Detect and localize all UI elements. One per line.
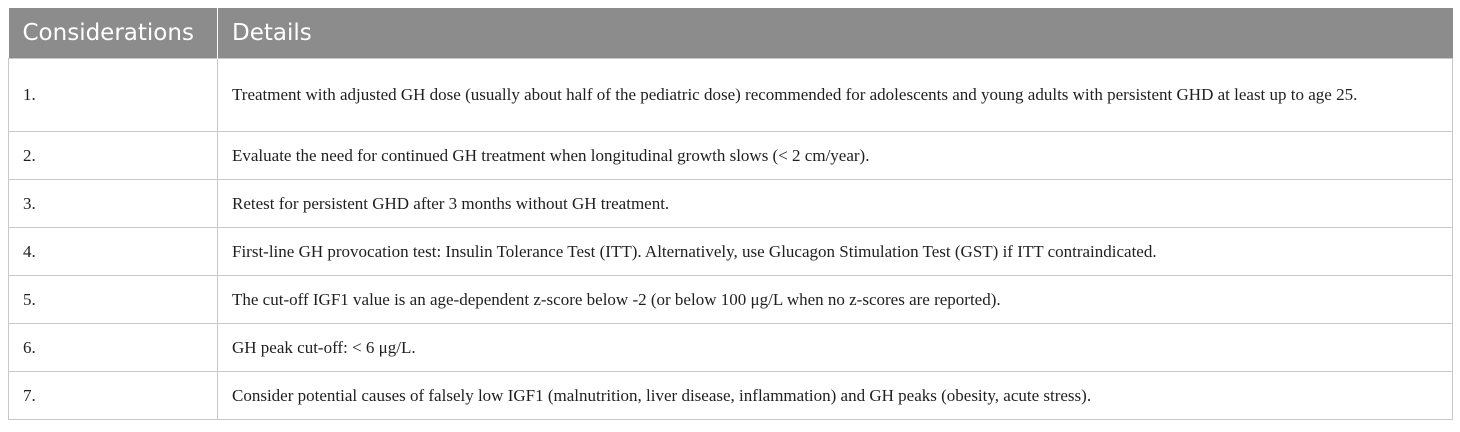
table-row: 4. First-line GH provocation test: Insul… bbox=[8, 226, 1453, 276]
row-number: 3. bbox=[8, 178, 218, 228]
row-detail: GH peak cut-off: < 6 μg/L. bbox=[217, 322, 1453, 372]
table-row: 6. GH peak cut-off: < 6 μg/L. bbox=[8, 322, 1453, 372]
table-row: 1. Treatment with adjusted GH dose (usua… bbox=[8, 57, 1453, 132]
row-detail: The cut-off IGF1 value is an age-depende… bbox=[217, 274, 1453, 324]
row-detail: Treatment with adjusted GH dose (usually… bbox=[217, 57, 1453, 132]
row-detail: Evaluate the need for continued GH treat… bbox=[217, 130, 1453, 180]
column-header-considerations: Considerations bbox=[8, 8, 218, 58]
column-header-details: Details bbox=[217, 8, 1453, 58]
row-number: 6. bbox=[8, 322, 218, 372]
row-number: 5. bbox=[8, 274, 218, 324]
table-row: 7. Consider potential causes of falsely … bbox=[8, 370, 1453, 420]
table-row: 2. Evaluate the need for continued GH tr… bbox=[8, 130, 1453, 180]
row-number: 2. bbox=[8, 130, 218, 180]
table-row: 3. Retest for persistent GHD after 3 mon… bbox=[8, 178, 1453, 228]
row-detail: First-line GH provocation test: Insulin … bbox=[217, 226, 1453, 276]
row-detail: Consider potential causes of falsely low… bbox=[217, 370, 1453, 420]
considerations-table: Considerations Details 1. Treatment with… bbox=[8, 8, 1453, 420]
row-detail: Retest for persistent GHD after 3 months… bbox=[217, 178, 1453, 228]
row-number: 1. bbox=[8, 57, 218, 132]
row-number: 4. bbox=[8, 226, 218, 276]
row-number: 7. bbox=[8, 370, 218, 420]
table-header-row: Considerations Details bbox=[8, 8, 1453, 58]
table-row: 5. The cut-off IGF1 value is an age-depe… bbox=[8, 274, 1453, 324]
